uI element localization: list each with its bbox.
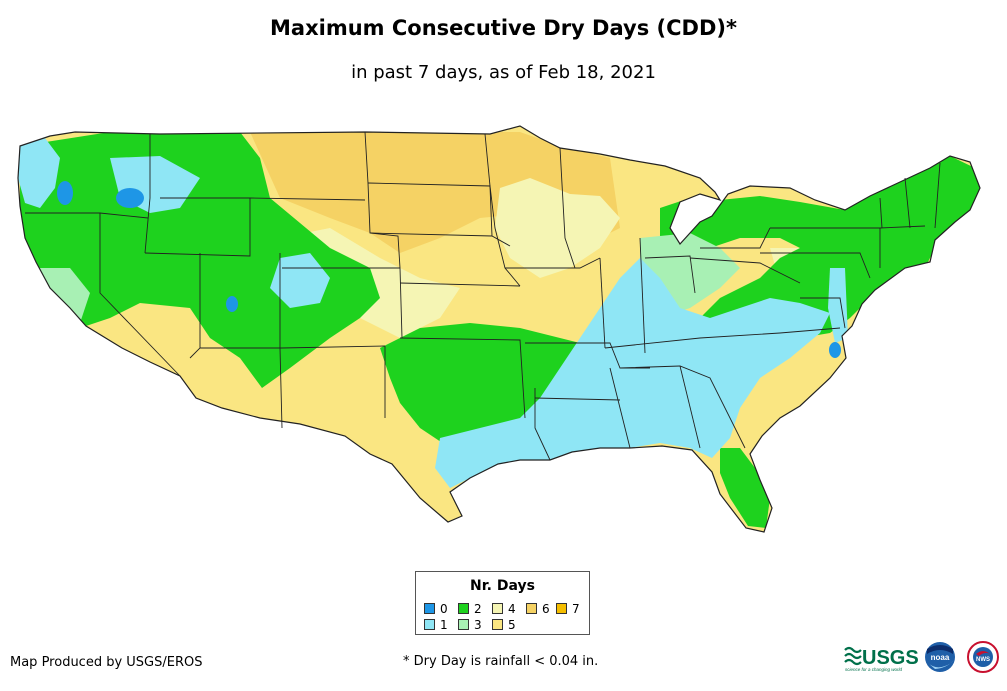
usgs-logo: USGS science for a changing world [844, 646, 919, 672]
legend-item-0: 0 [424, 603, 448, 617]
cdd-zone-4-upper-midwest [495, 178, 620, 278]
noaa-logo: noaa [925, 642, 955, 672]
legend-title: Nr. Days [470, 578, 535, 594]
legend-label-1: 1 [440, 618, 448, 632]
agency-logos: USGS science for a changing world noaa N… [844, 641, 999, 673]
legend-label-5: 5 [508, 618, 516, 632]
legend: Nr. Days 0 1 2 3 4 5 6 7 [415, 571, 590, 635]
noaa-logo-text: noaa [931, 653, 950, 662]
cdd-zone-1-central-west [270, 253, 330, 308]
legend-swatch-6 [526, 603, 537, 614]
legend-label-4: 4 [508, 602, 516, 616]
legend-swatch-5 [492, 619, 503, 630]
legend-label-0: 0 [440, 602, 448, 616]
legend-label-3: 3 [474, 618, 482, 632]
cdd-map [17, 125, 981, 533]
cdd-zone-1-dc-area [828, 268, 848, 343]
usgs-tagline: science for a changing world [845, 667, 903, 672]
map-title: Maximum Consecutive Dry Days (CDD)* [270, 16, 737, 40]
cdd-zone-1-northwest [18, 138, 60, 208]
nws-logo-text: NWS [976, 657, 990, 663]
legend-item-6: 6 [526, 603, 550, 617]
nws-logo: NWS [967, 641, 999, 673]
footnote-text: * Dry Day is rainfall < 0.04 in. [403, 654, 599, 669]
legend-item-4: 4 [492, 603, 516, 617]
cdd-zone-0-colorado [226, 296, 238, 312]
usgs-logo-text: USGS [862, 647, 919, 669]
state-boundaries [17, 125, 981, 533]
legend-swatch-1 [424, 619, 435, 630]
cdd-zone-0-oregon [57, 181, 73, 205]
legend-swatch-7 [556, 603, 567, 614]
legend-item-7: 7 [556, 603, 580, 617]
cdd-zone-1-southeast [435, 258, 830, 488]
legend-swatch-2 [458, 603, 469, 614]
legend-label-2: 2 [474, 602, 482, 616]
legend-label-7: 7 [572, 602, 580, 616]
legend-item-5: 5 [492, 619, 516, 633]
legend-swatch-3 [458, 619, 469, 630]
cdd-zone-0-idaho [116, 188, 144, 208]
cdd-zone-0-north-carolina [829, 342, 841, 358]
legend-item-1: 1 [424, 619, 448, 633]
legend-swatch-4 [492, 603, 503, 614]
cdd-zone-2-florida [720, 448, 770, 528]
cdd-zone-3-pacific [36, 268, 90, 323]
cdd-zone-6-northern-plains [250, 132, 620, 253]
map-subtitle: in past 7 days, as of Feb 18, 2021 [351, 62, 656, 83]
legend-label-6: 6 [542, 602, 550, 616]
legend-item-2: 2 [458, 603, 482, 617]
credit-text: Map Produced by USGS/EROS [10, 655, 203, 670]
legend-item-3: 3 [458, 619, 482, 633]
legend-swatch-0 [424, 603, 435, 614]
